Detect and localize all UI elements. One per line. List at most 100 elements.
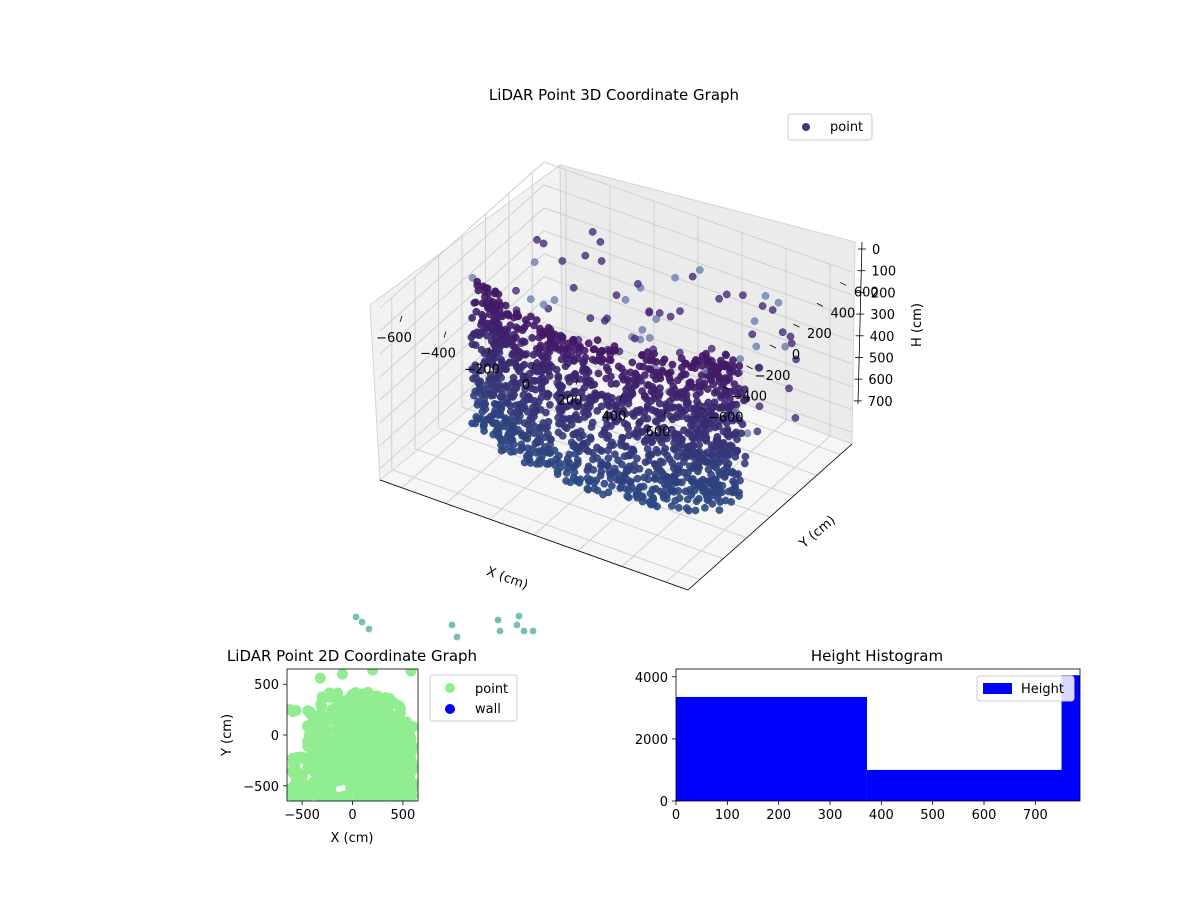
x-tick-label-histogram: 300: [818, 808, 843, 823]
point-3d: [497, 393, 506, 401]
chart-3d-title: LiDAR Point 3D Coordinate Graph: [489, 86, 739, 104]
point-3d: [515, 348, 524, 356]
point-3d: [774, 298, 783, 307]
point-2d: [394, 707, 406, 719]
point-3d: [754, 363, 763, 372]
point-2d: [398, 755, 410, 767]
point-3d: [712, 436, 721, 444]
point-3d: [778, 328, 787, 337]
point-3d: [546, 400, 554, 409]
point-3d: [667, 502, 676, 510]
y-tick-label-2d: −500: [243, 780, 279, 795]
point-3d-outlier: [358, 618, 366, 626]
point-3d: [669, 444, 678, 453]
point-3d: [741, 452, 750, 461]
point-3d: [490, 409, 499, 418]
point-3d: [717, 403, 726, 412]
point-3d: [583, 400, 592, 409]
point-3d: [645, 308, 654, 317]
point-2d: [367, 733, 379, 745]
point-3d: [477, 366, 486, 375]
point-3d: [539, 239, 548, 248]
point-3d: [606, 474, 615, 483]
point-3d: [734, 391, 742, 400]
x-tick-3d: [663, 410, 667, 417]
point-3d: [614, 456, 622, 465]
point-3d: [781, 342, 790, 351]
point-3d: [714, 371, 723, 380]
point-3d: [509, 373, 518, 382]
point-2d: [383, 789, 395, 801]
point-3d: [702, 492, 711, 500]
point-3d: [688, 272, 697, 281]
grid-line-z: [379, 230, 853, 378]
x-tick-label-histogram: 600: [972, 808, 997, 823]
point-2d: [376, 776, 388, 788]
point-3d: [660, 355, 669, 364]
point-3d: [729, 356, 737, 364]
legend-2d-marker-point: [445, 683, 455, 693]
point-3d: [662, 403, 671, 411]
point-3d: [474, 397, 483, 406]
point-3d: [571, 461, 580, 470]
point-3d: [611, 450, 619, 459]
point-3d: [676, 307, 684, 315]
point-3d: [633, 474, 642, 483]
legend-2d-marker-wall: [445, 704, 455, 714]
point-3d: [507, 435, 515, 443]
point-3d: [626, 368, 635, 377]
point-3d: [654, 410, 662, 418]
point-2d: [304, 758, 316, 770]
point-3d: [621, 442, 630, 451]
point-3d: [739, 291, 747, 300]
point-3d: [604, 366, 613, 375]
point-3d: [658, 458, 667, 467]
point-3d: [508, 351, 517, 359]
y-tick-label-3d: −200: [755, 369, 791, 384]
y-tick-label-histogram: 2000: [635, 733, 668, 748]
point-3d: [538, 373, 547, 382]
legend-3d-label: point: [830, 120, 863, 135]
point-3d: [645, 356, 654, 365]
chart-histogram: Height Histogram 0 100 200 300 400 500 600 7000…: [635, 647, 1081, 823]
point-3d: [502, 340, 511, 349]
point-2d: [352, 795, 363, 801]
x-tick-label-histogram: 100: [715, 808, 740, 823]
point-3d: [612, 402, 620, 410]
point-3d: [720, 473, 729, 481]
chart-3d: LiDAR Point 3D Coordinate Graph −600 −400…: [352, 86, 925, 641]
point-3d: [588, 418, 597, 427]
point-3d: [699, 475, 707, 484]
point-2d: [312, 788, 324, 800]
point-3d: [629, 445, 637, 454]
point-3d: [750, 317, 759, 325]
point-3d: [552, 365, 561, 374]
point-2d: [407, 721, 418, 733]
y-tick-3d: [746, 365, 753, 370]
point-3d: [539, 300, 548, 309]
grid-line-z: [379, 253, 853, 401]
point-3d: [542, 408, 550, 417]
point-3d-outlier: [448, 621, 456, 629]
point-3d: [575, 415, 583, 424]
point-3d: [714, 422, 723, 431]
point-3d: [643, 414, 652, 423]
point-3d: [758, 302, 767, 310]
point-3d: [489, 298, 497, 306]
point-3d: [723, 429, 731, 437]
point-3d: [512, 384, 521, 392]
point-2d: [375, 763, 387, 774]
point-3d: [718, 391, 727, 399]
x-tick-label-histogram: 0: [672, 808, 680, 823]
x-axis-label-3d: X (cm): [484, 564, 530, 593]
point-3d: [708, 410, 716, 419]
point-3d: [657, 467, 666, 476]
point-3d: [567, 420, 576, 429]
point-3d: [541, 443, 549, 451]
point-3d: [647, 387, 656, 396]
point-2d: [315, 755, 327, 767]
point-3d: [701, 419, 709, 427]
point-3d: [588, 228, 597, 236]
point-3d: [679, 453, 687, 461]
point-3d: [660, 448, 669, 456]
